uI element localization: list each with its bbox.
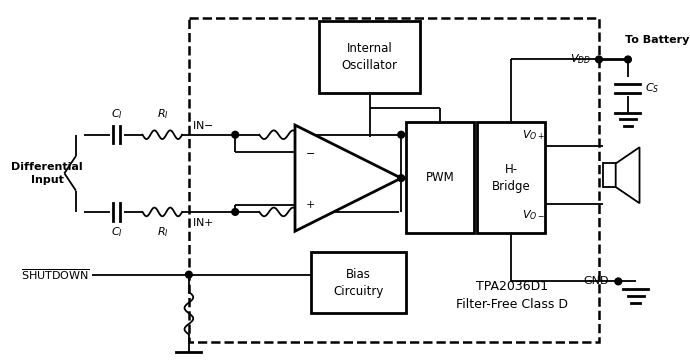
Bar	[603, 163, 615, 187]
Polygon shape	[615, 147, 640, 203]
Circle shape	[232, 209, 239, 215]
Bar	[477, 122, 545, 233]
Circle shape	[624, 56, 631, 63]
Text: $R_I$: $R_I$	[157, 225, 169, 239]
Bar	[319, 21, 420, 93]
Text: Differential
Input: Differential Input	[11, 162, 83, 185]
Text: Internal
Oscillator: Internal Oscillator	[342, 42, 398, 72]
Text: IN$-$: IN$-$	[192, 119, 213, 131]
Bar	[406, 122, 473, 233]
Polygon shape	[295, 125, 401, 231]
Text: $V_{O+}$: $V_{O+}$	[522, 128, 544, 142]
Text: GND: GND	[583, 276, 609, 286]
Text: H-
Bridge: H- Bridge	[492, 163, 531, 193]
Text: $+$: $+$	[305, 199, 315, 210]
Text: $C_I$: $C_I$	[110, 107, 122, 121]
Bar	[311, 253, 406, 313]
Circle shape	[595, 56, 602, 63]
Text: $V_{DD}$: $V_{DD}$	[570, 52, 591, 66]
Text: IN$+$: IN$+$	[192, 216, 213, 228]
Text: $R_I$: $R_I$	[157, 107, 169, 121]
Circle shape	[398, 131, 404, 138]
Circle shape	[232, 131, 239, 138]
Text: Bias
Circuitry: Bias Circuitry	[333, 268, 384, 298]
Text: $-$: $-$	[305, 147, 315, 157]
Circle shape	[186, 271, 193, 278]
Text: PWM: PWM	[426, 171, 454, 184]
Text: $V_{O-}$: $V_{O-}$	[522, 208, 544, 222]
Text: TPA2036D1
Filter-Free Class D: TPA2036D1 Filter-Free Class D	[456, 280, 568, 311]
Text: $C_I$: $C_I$	[110, 225, 122, 239]
Text: To Battery: To Battery	[624, 35, 689, 45]
Bar	[189, 18, 599, 342]
Circle shape	[398, 175, 404, 182]
Circle shape	[615, 278, 622, 285]
Text: $C_S$: $C_S$	[645, 82, 660, 95]
Text: $\overline{\rm SHUTDOWN}$: $\overline{\rm SHUTDOWN}$	[21, 267, 90, 282]
